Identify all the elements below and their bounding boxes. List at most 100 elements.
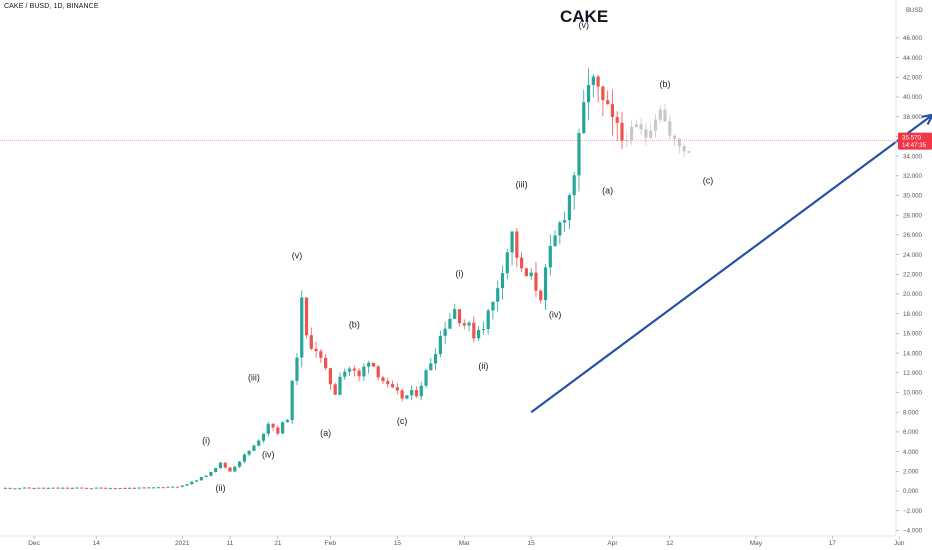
candle-body <box>94 487 98 489</box>
projection-candle-body <box>658 109 662 120</box>
candle-body <box>238 461 242 467</box>
candle-body <box>400 390 404 399</box>
y-tick-label: 18.000 <box>903 311 922 318</box>
projection-candle-body <box>649 130 653 138</box>
y-tick-label: 24.000 <box>903 252 922 259</box>
wave-label: (iii) <box>516 180 528 190</box>
candle-body <box>190 481 194 485</box>
candle-body <box>615 117 619 123</box>
candle-body <box>290 380 294 420</box>
candle-body <box>457 309 462 324</box>
candle-body <box>553 235 557 246</box>
y-tick-label: 20.000 <box>903 291 922 298</box>
candle-body <box>610 104 615 118</box>
candle-body <box>257 440 261 446</box>
candle-body <box>156 487 160 489</box>
wave-label: (v) <box>579 20 590 30</box>
y-tick-label: 42.000 <box>903 75 922 82</box>
x-tick-label: Apr <box>607 540 618 547</box>
candle-body <box>65 487 70 489</box>
candle-body <box>539 290 543 301</box>
candle-body <box>123 487 127 489</box>
x-tick-label: May <box>750 540 763 547</box>
candle-body <box>362 366 366 377</box>
candle-body <box>319 351 323 358</box>
candle-body <box>27 487 31 489</box>
x-tick-label: Jun <box>894 540 905 547</box>
candle-body <box>61 487 65 489</box>
candle-body <box>108 488 113 490</box>
x-tick-label: Feb <box>325 540 337 547</box>
y-tick-label: 44.000 <box>903 55 922 62</box>
y-axis-unit-label: BUSD <box>906 8 923 14</box>
candle-body <box>462 323 466 326</box>
candle-body <box>591 76 595 85</box>
candle-body <box>486 310 490 330</box>
candle-body <box>510 231 514 253</box>
candle-body <box>314 348 318 352</box>
projection-candle-body <box>653 119 658 131</box>
candle-body <box>381 377 385 382</box>
candle-body <box>223 462 227 468</box>
projection-candle-body <box>644 129 648 138</box>
y-tick-label: 0.000 <box>903 488 919 495</box>
projection-candle-body <box>663 109 667 122</box>
candle-body <box>429 363 433 371</box>
candle-body <box>132 487 137 489</box>
candle-body <box>558 222 562 236</box>
candle-body <box>142 487 146 489</box>
candle-body <box>218 462 223 469</box>
candle-body <box>118 487 122 489</box>
x-tick-label: 2021 <box>175 540 190 547</box>
candle-body <box>180 485 184 487</box>
y-tick-label: 6.000 <box>903 429 919 436</box>
trendline-arrowhead <box>921 113 932 125</box>
wave-label: (c) <box>703 176 714 186</box>
y-tick-label: −2.000 <box>903 508 923 515</box>
wave-label: (c) <box>397 416 408 426</box>
candle-body <box>472 322 476 339</box>
candle-body <box>405 395 409 399</box>
candle-body <box>352 368 356 371</box>
candle-body <box>42 487 46 489</box>
y-tick-label: 38.000 <box>903 114 922 121</box>
y-tick-label: 32.000 <box>903 173 922 180</box>
countdown-label: 14:47:35 <box>902 142 927 149</box>
candle-body <box>577 133 581 176</box>
candle-body <box>194 480 199 482</box>
candle-body <box>137 487 141 489</box>
candle-body <box>606 100 610 105</box>
candle-body <box>37 487 41 489</box>
y-tick-label: 46.000 <box>903 35 922 42</box>
x-tick-label: Mar <box>459 540 471 547</box>
candle-body <box>443 328 447 336</box>
candle-body <box>281 422 285 434</box>
candle-body <box>285 419 289 423</box>
candle-body <box>70 487 74 489</box>
candle-body <box>567 195 572 221</box>
projection-candle-body <box>687 151 691 153</box>
candle-body <box>386 381 390 385</box>
x-tick-label: 12 <box>666 540 674 547</box>
candle-body <box>166 486 170 488</box>
candle-body <box>51 487 55 489</box>
candle-body <box>161 487 165 489</box>
candle-body <box>276 427 280 434</box>
candle-body <box>438 335 442 355</box>
candle-body <box>85 487 89 489</box>
x-tick-label: 15 <box>528 540 536 547</box>
x-tick-label: 15 <box>394 540 402 547</box>
candle-body <box>582 102 586 134</box>
candle-body <box>22 487 27 489</box>
candle-body <box>32 488 36 490</box>
candle-body <box>89 488 94 490</box>
candle-body <box>496 288 500 302</box>
candle-body <box>333 384 337 395</box>
candle-body <box>3 487 7 489</box>
symbol-description: CAKE / BUSD, 1D, BINANCE <box>4 3 99 10</box>
wave-label: (ii) <box>215 483 225 493</box>
candle-body <box>477 330 481 339</box>
candle-body <box>543 267 548 301</box>
candle-body <box>548 245 552 268</box>
